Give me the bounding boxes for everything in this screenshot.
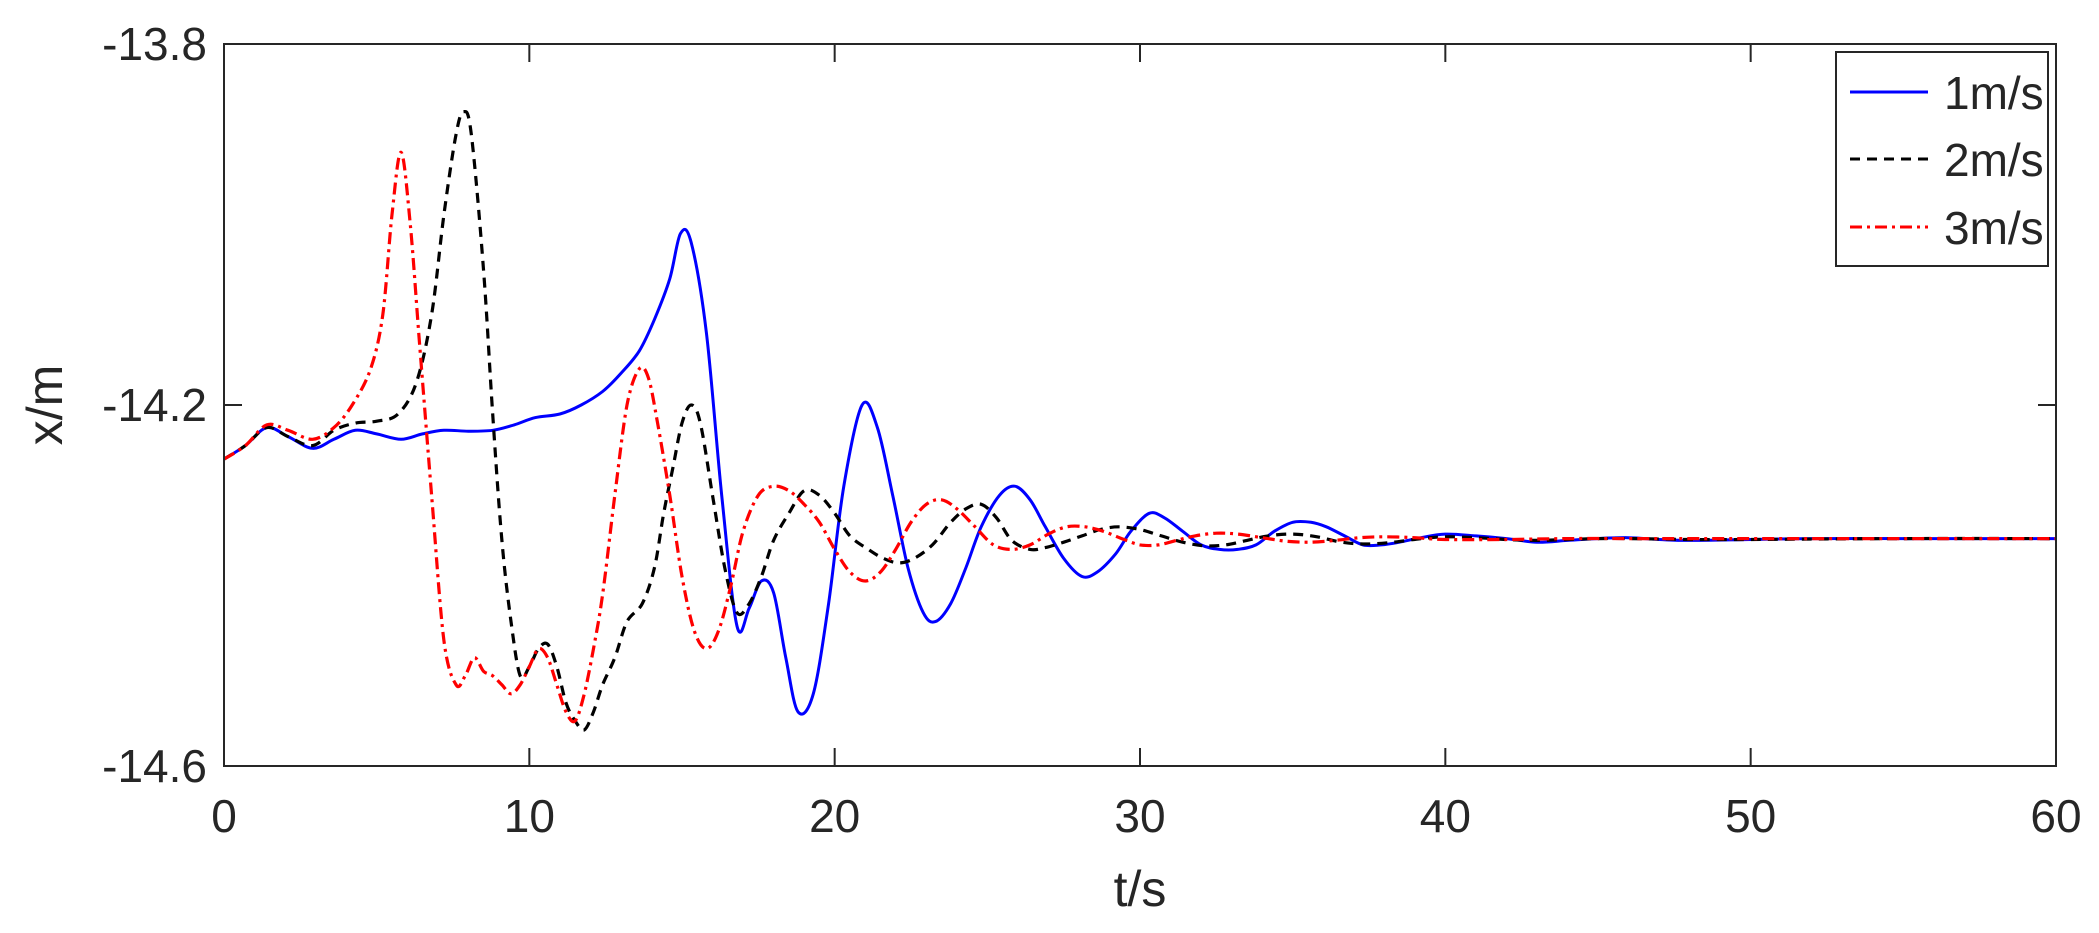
x-tick-label: 0: [211, 790, 237, 842]
legend-label-2ms: 2m/s: [1944, 134, 2044, 186]
series-line-3m-s: [224, 150, 2056, 724]
y-tick-label: -14.6: [102, 740, 207, 792]
x-tick-label: 40: [1420, 790, 1471, 842]
legend-label-3ms: 3m/s: [1944, 202, 2044, 254]
x-axis-title: t/s: [1114, 861, 1167, 917]
plot-area: [224, 44, 2056, 766]
series-line-1m-s: [224, 227, 2056, 716]
y-tick-label: -14.2: [102, 379, 207, 431]
series-layer: [224, 109, 2056, 732]
legend-label-1ms: 1m/s: [1944, 67, 2044, 119]
ticks-layer: 0 10 20 30 40 50 60 -14.6 -14.2 -13.8: [102, 18, 2081, 842]
y-axis-title: x/m: [17, 365, 73, 446]
x-tick-label: 10: [504, 790, 555, 842]
y-tick-label: -13.8: [102, 18, 207, 70]
legend: 1m/s 2m/s 3m/s: [1835, 51, 2049, 267]
x-tick-label: 30: [1114, 790, 1165, 842]
x-tick-label: 50: [1725, 790, 1776, 842]
x-tick-label: 60: [2030, 790, 2081, 842]
x-tick-label: 20: [809, 790, 860, 842]
series-line-2m-s: [224, 109, 2056, 732]
